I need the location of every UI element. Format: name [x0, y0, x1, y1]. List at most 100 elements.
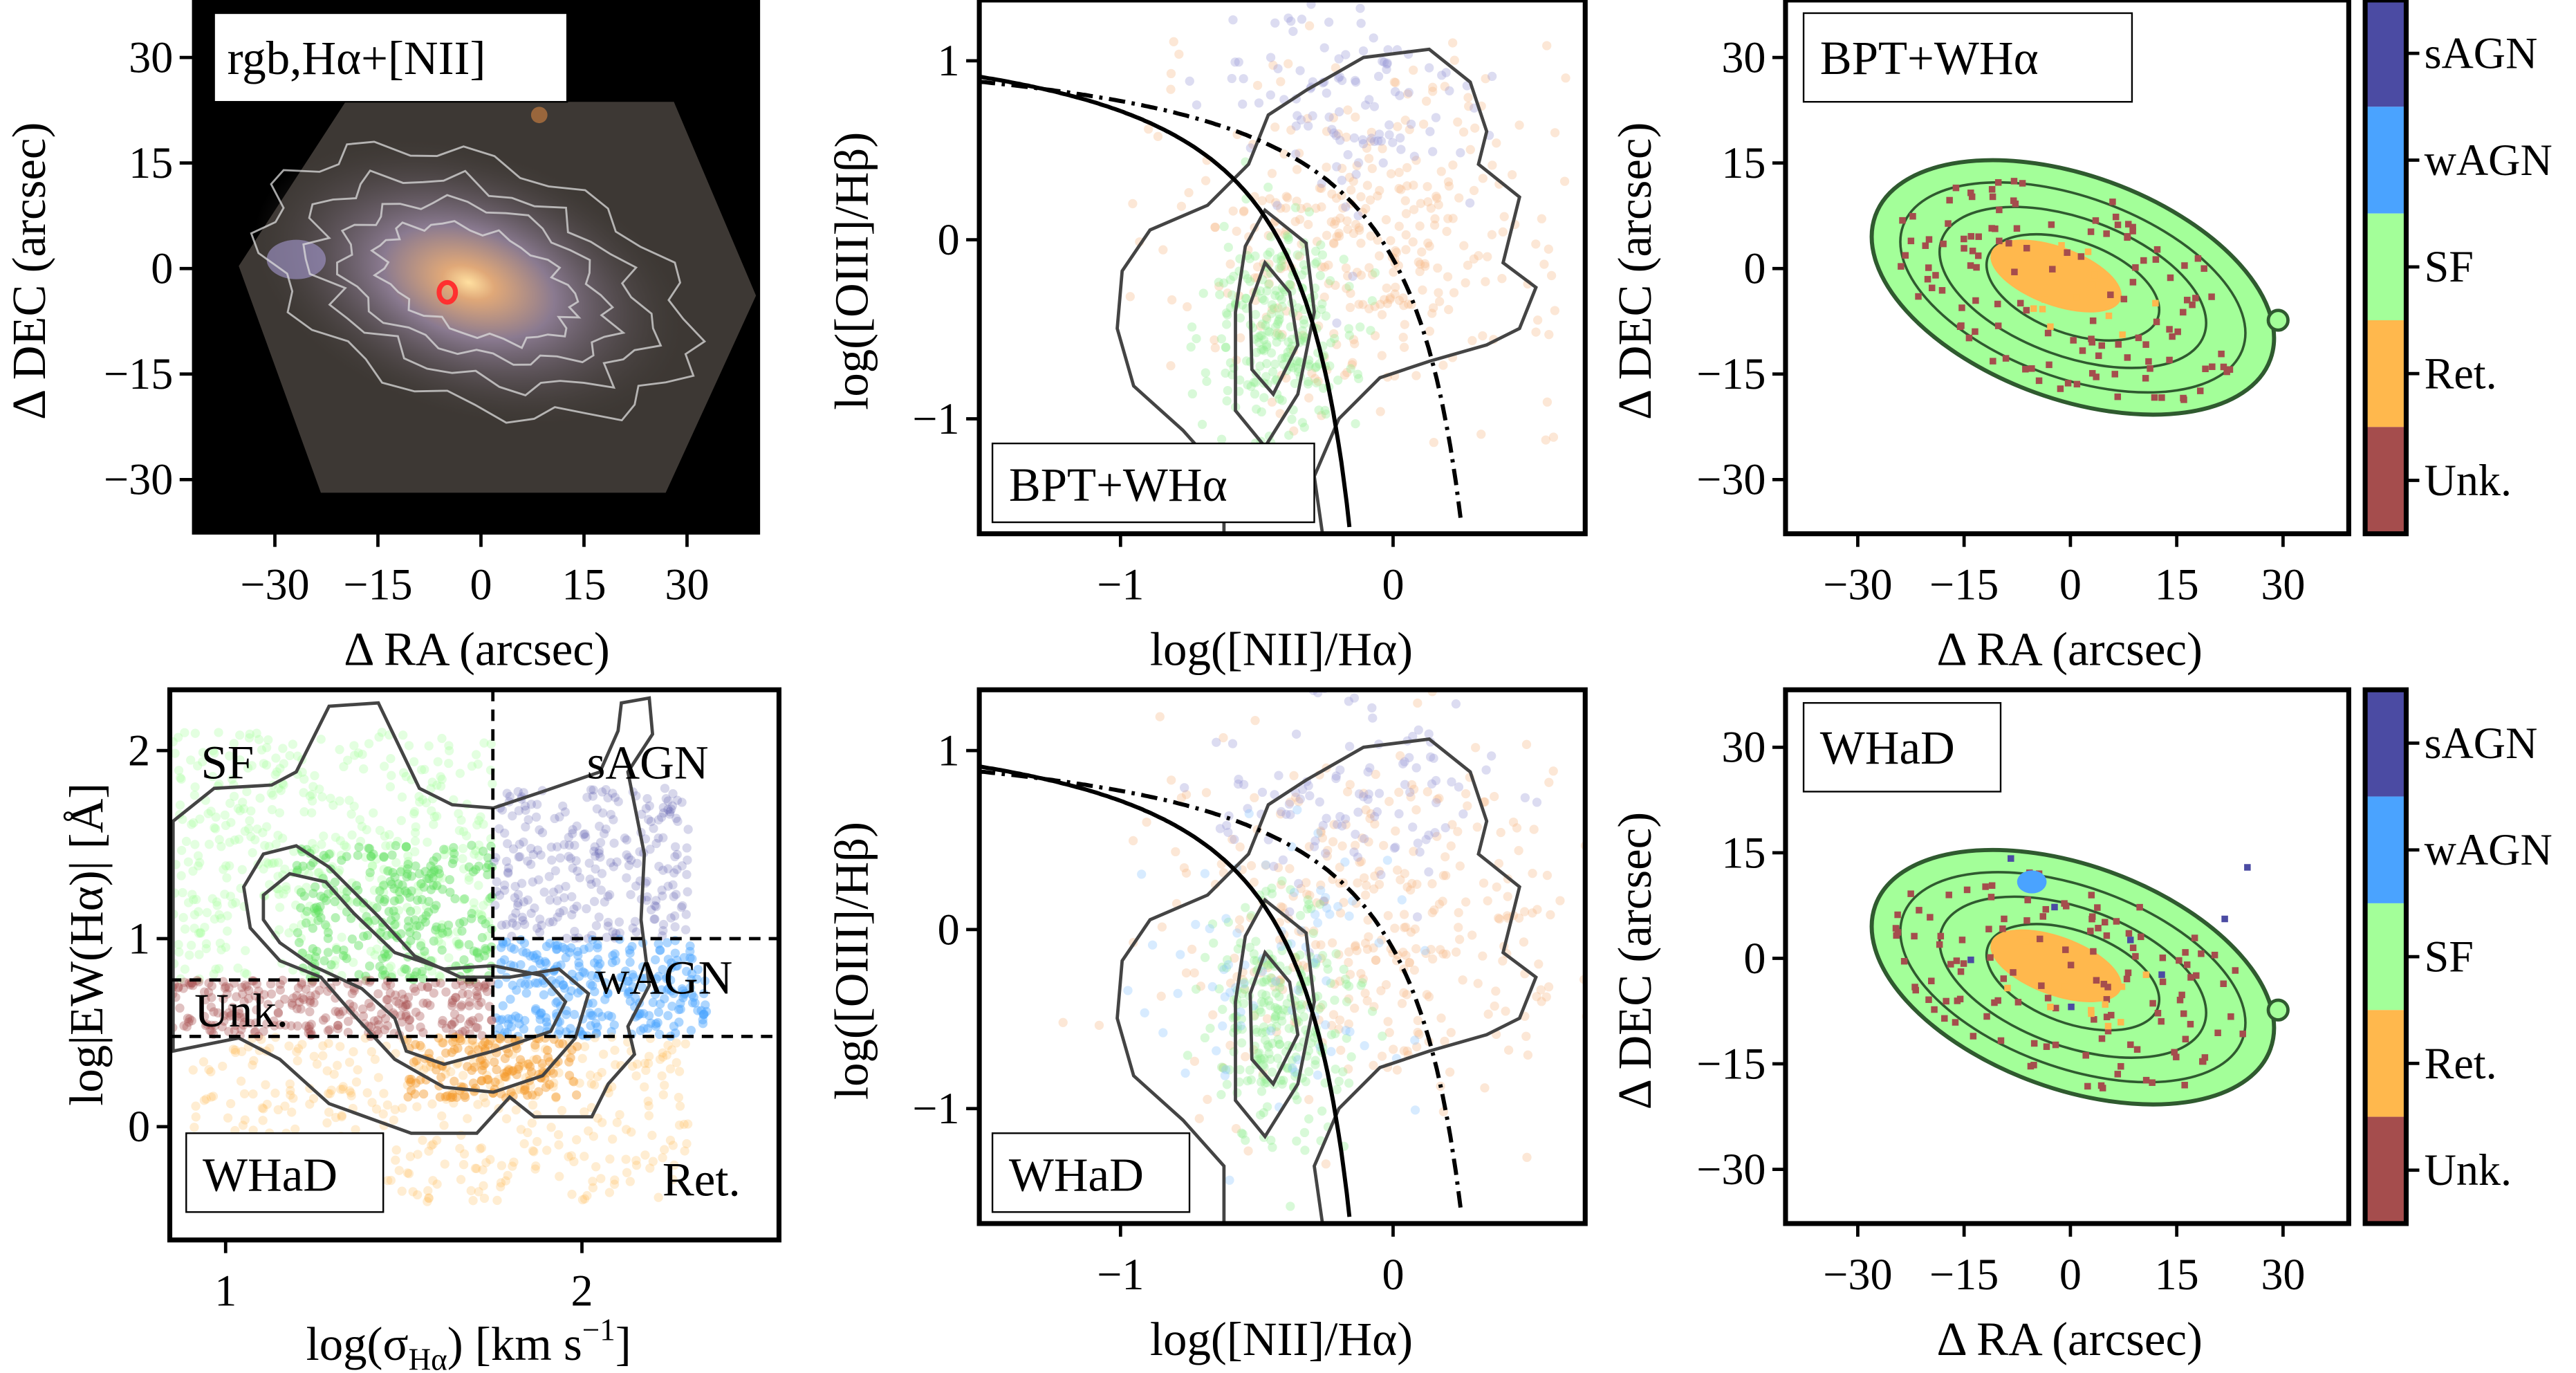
data-point: [1317, 1106, 1327, 1116]
data-point: [1414, 257, 1423, 267]
data-point: [389, 896, 399, 906]
data-point: [240, 968, 250, 978]
data-point: [306, 1020, 316, 1029]
data-point: [1424, 830, 1434, 840]
data-point: [1312, 898, 1322, 907]
data-point: [1304, 121, 1313, 131]
data-point: [401, 842, 411, 851]
data-point: [523, 895, 533, 905]
spaxel: [2135, 334, 2142, 342]
data-point: [1377, 1051, 1387, 1061]
data-point: [477, 1065, 488, 1075]
data-point: [252, 979, 262, 989]
data-point: [275, 903, 285, 912]
data-point: [1230, 57, 1240, 67]
data-point: [631, 993, 640, 1003]
data-point: [579, 944, 589, 955]
data-point: [1169, 37, 1178, 46]
data-point: [526, 843, 536, 854]
data-point: [339, 884, 349, 894]
data-point: [1322, 163, 1331, 172]
spaxel: [1915, 293, 1922, 300]
data-point: [474, 982, 483, 991]
data-point: [413, 1150, 423, 1159]
data-point: [434, 872, 443, 883]
data-point: [379, 881, 389, 890]
data-point: [1257, 1055, 1266, 1065]
data-point: [1185, 76, 1194, 86]
data-point: [1281, 203, 1291, 213]
data-point: [592, 804, 602, 814]
data-point: [552, 944, 562, 955]
data-point: [322, 1118, 332, 1128]
data-point: [1542, 870, 1553, 881]
data-point: [1252, 1049, 1263, 1059]
data-point: [532, 1136, 542, 1147]
data-point: [454, 809, 463, 818]
spaxel: [2118, 1062, 2124, 1070]
data-point: [1236, 1007, 1245, 1017]
data-point: [1286, 1201, 1295, 1211]
data-point: [299, 995, 308, 1004]
data-point: [1243, 1146, 1253, 1156]
data-point: [1316, 880, 1326, 890]
data-point: [458, 843, 468, 854]
data-point: [1267, 397, 1277, 407]
data-point: [222, 926, 232, 936]
data-point: [1353, 878, 1362, 888]
spaxel: [2211, 951, 2218, 959]
data-point: [1415, 221, 1425, 231]
data-point: [481, 946, 491, 955]
spaxel: [2001, 915, 2008, 923]
data-point: [1270, 18, 1280, 28]
data-point: [495, 1015, 505, 1025]
data-point: [217, 1022, 227, 1032]
data-point: [1349, 176, 1358, 186]
data-point: [507, 1014, 517, 1024]
data-point: [313, 905, 323, 915]
data-point: [1260, 1078, 1270, 1088]
data-point: [449, 855, 458, 865]
data-point: [1279, 1076, 1288, 1085]
data-point: [1322, 903, 1332, 913]
data-point: [631, 927, 641, 937]
data-point: [540, 957, 550, 966]
data-point: [1430, 828, 1440, 838]
data-point: [625, 1177, 635, 1186]
data-point: [307, 838, 317, 849]
data-point: [1326, 338, 1336, 348]
legend-box: [185, 1132, 384, 1213]
data-point: [447, 995, 458, 1005]
data-point: [547, 855, 557, 865]
colorbar-frame: [2362, 0, 2409, 537]
data-point: [492, 1065, 501, 1075]
data-point: [305, 1006, 315, 1017]
x-axis-label: log([NII]/Hα): [1150, 623, 1413, 676]
data-point: [523, 1059, 533, 1069]
spaxel: [2088, 369, 2096, 377]
spaxel: [2149, 999, 2156, 1007]
data-point: [424, 1049, 434, 1058]
data-point: [429, 867, 438, 876]
data-point: [244, 733, 254, 743]
data-point: [479, 981, 489, 991]
data-point: [248, 1089, 258, 1099]
data-point: [206, 1067, 216, 1077]
spaxel: [2104, 1022, 2112, 1030]
data-point: [275, 1020, 285, 1030]
data-point: [434, 865, 443, 874]
data-point: [1270, 790, 1279, 800]
data-point: [525, 1062, 535, 1071]
data-point: [299, 891, 309, 901]
spaxel: [1911, 984, 1918, 990]
spaxel: [2049, 266, 2056, 273]
data-point: [180, 924, 190, 934]
data-point: [416, 1075, 425, 1085]
data-point: [537, 828, 548, 838]
data-point: [364, 961, 375, 971]
data-point: [374, 732, 384, 742]
data-point: [1343, 105, 1353, 115]
data-point: [419, 883, 429, 892]
